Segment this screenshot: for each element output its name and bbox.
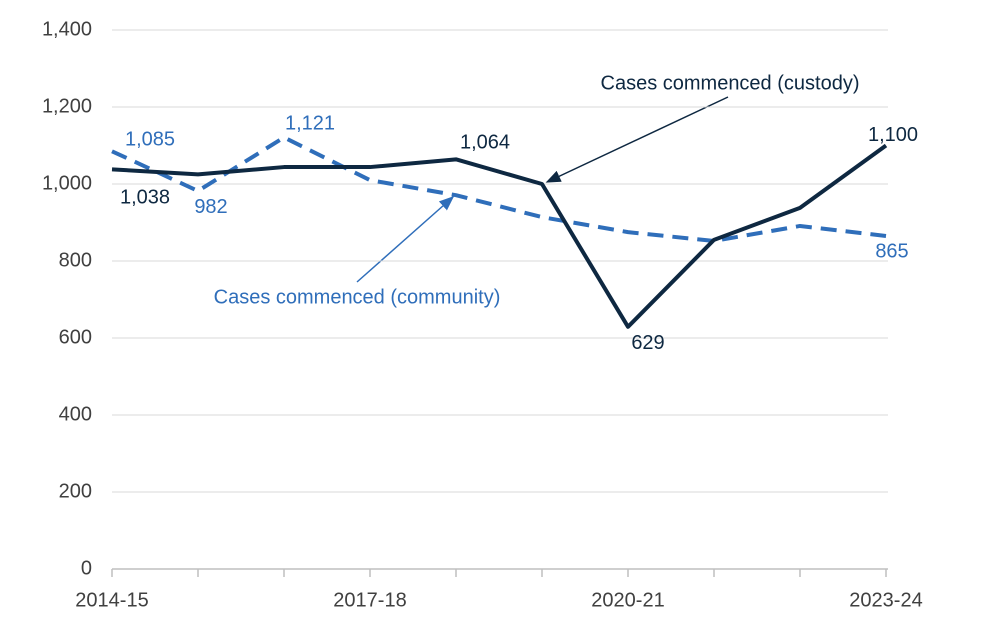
y-tick-label: 1,200 [42,95,92,117]
data-label: 982 [194,196,227,218]
data-label: 1,064 [460,132,510,154]
data-label: 1,100 [868,124,918,146]
data-label: 1,085 [125,129,175,151]
x-tick-label: 2020-21 [591,589,664,611]
y-tick-label: 400 [59,403,92,425]
annotation-arrow [356,196,455,283]
data-label: 1,121 [285,113,335,135]
data-label: 865 [875,240,908,262]
y-tick-label: 200 [59,480,92,502]
x-tick-label: 2023-24 [849,589,922,611]
series-annotation: Cases commenced (custody) [601,72,860,94]
y-tick-label: 0 [81,557,92,579]
x-tick-label: 2017-18 [333,589,406,611]
series-annotation: Cases commenced (community) [214,286,501,308]
data-label: 629 [631,332,664,354]
x-tick-label: 2014-15 [75,589,148,611]
y-tick-label: 800 [59,249,92,271]
data-label: 1,038 [120,187,170,209]
series-line [111,135,887,243]
y-tick-label: 1,000 [42,172,92,194]
y-tick-label: 1,400 [42,18,92,40]
annotation-arrow [545,96,729,183]
series-line [111,143,888,329]
y-tick-label: 600 [59,326,92,348]
